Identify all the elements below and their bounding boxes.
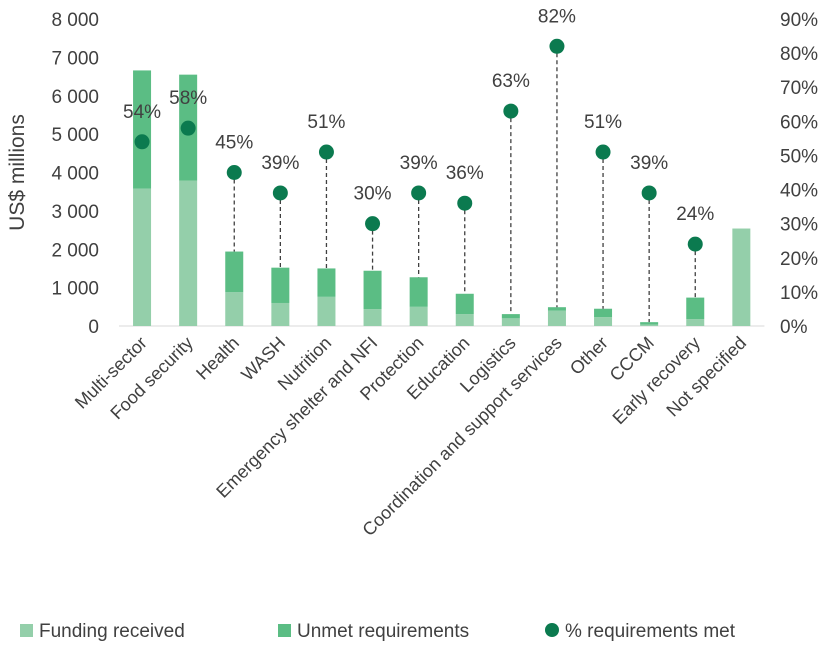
bar-funding-received [133, 188, 152, 326]
y2-tick-label: 0% [780, 317, 808, 338]
bar-funding-received [317, 296, 336, 326]
bar-funding-received [732, 228, 751, 326]
y2-tick-label: 50% [780, 146, 818, 167]
data-label: 30% [354, 184, 392, 205]
requirement-met-point [272, 185, 288, 201]
bar-funding-received [225, 292, 244, 326]
legend-label: % requirements met [565, 621, 736, 642]
requirement-met-point [180, 120, 196, 136]
requirement-met-point [318, 144, 334, 160]
y2-tick-label: 40% [780, 181, 818, 202]
y2-tick-label: 80% [780, 44, 818, 65]
y-tick-label: 6 000 [51, 87, 99, 108]
bar-unmet-requirements [686, 297, 705, 320]
bar-unmet-requirements [455, 293, 474, 315]
bar-funding-received [363, 309, 382, 326]
bar-unmet-requirements [271, 267, 290, 303]
legend-swatch-funding-received [20, 624, 33, 637]
requirement-met-point [365, 216, 381, 232]
bar-funding-received [271, 302, 290, 326]
bar-funding-received [686, 319, 705, 326]
y-axis-title: US$ millions [6, 114, 29, 231]
bar-unmet-requirements [133, 70, 152, 189]
y2-tick-label: 30% [780, 215, 818, 236]
requirement-met-point [687, 236, 703, 252]
x-tick-label: Health [192, 333, 243, 384]
data-label: 39% [400, 153, 438, 174]
data-label: 58% [169, 88, 207, 109]
legend-label: Unmet requirements [297, 621, 469, 642]
bar-funding-received [594, 317, 613, 326]
requirement-met-point [134, 134, 150, 150]
bar-unmet-requirements [409, 277, 428, 307]
y2-tick-label: 90% [780, 10, 818, 31]
bar-unmet-requirements [594, 308, 613, 318]
requirement-met-point [457, 195, 473, 211]
legend-label: Funding received [39, 621, 185, 642]
bar-funding-received [409, 306, 428, 326]
requirement-met-point [595, 144, 611, 160]
requirement-met-point [226, 165, 242, 180]
bar-unmet-requirements [317, 268, 336, 297]
data-label: 51% [584, 112, 622, 133]
data-label: 36% [446, 163, 484, 184]
bar-unmet-requirements [225, 251, 244, 293]
y2-tick-label: 20% [780, 249, 818, 270]
y-tick-label: 7 000 [51, 48, 99, 69]
data-label: 82% [538, 6, 576, 27]
data-label: 45% [215, 133, 253, 154]
legend: Funding received Unmet requirements % requ… [20, 621, 736, 642]
requirement-met-point [411, 185, 427, 201]
bar-unmet-requirements [640, 322, 659, 325]
requirement-met-point [641, 185, 657, 201]
x-tick-label: Food security [106, 333, 197, 424]
bar-unmet-requirements [501, 314, 520, 319]
y-tick-label: 4 000 [51, 164, 99, 185]
y-tick-label: 3 000 [51, 202, 99, 223]
y-tick-label: 5 000 [51, 125, 99, 146]
y2-tick-label: 70% [780, 78, 818, 99]
requirement-met-point [503, 103, 519, 119]
data-label: 63% [492, 71, 530, 92]
y-tick-label: 0 [88, 317, 99, 338]
requirement-met-point [549, 38, 565, 54]
y-tick-label: 8 000 [51, 10, 99, 31]
data-label: 54% [123, 102, 161, 123]
bar-unmet-requirements [547, 307, 566, 311]
legend-swatch-requirements-met [545, 623, 559, 637]
x-tick-label: Other [566, 333, 612, 379]
data-label: 39% [630, 153, 668, 174]
bar-funding-received [547, 310, 566, 326]
legend-swatch-unmet-requirements [278, 624, 291, 637]
bar-funding-received [455, 314, 474, 326]
data-label: 39% [261, 153, 299, 174]
y-tick-label: 1 000 [51, 279, 99, 300]
y-tick-label: 2 000 [51, 240, 99, 261]
bar-funding-received [501, 318, 520, 326]
bar-funding-received [179, 180, 198, 326]
y2-tick-label: 60% [780, 112, 818, 133]
data-label: 24% [676, 204, 714, 225]
y2-tick-label: 10% [780, 283, 818, 304]
bar-unmet-requirements [363, 270, 382, 310]
bar-funding-received [640, 324, 659, 326]
data-label: 51% [307, 112, 345, 133]
